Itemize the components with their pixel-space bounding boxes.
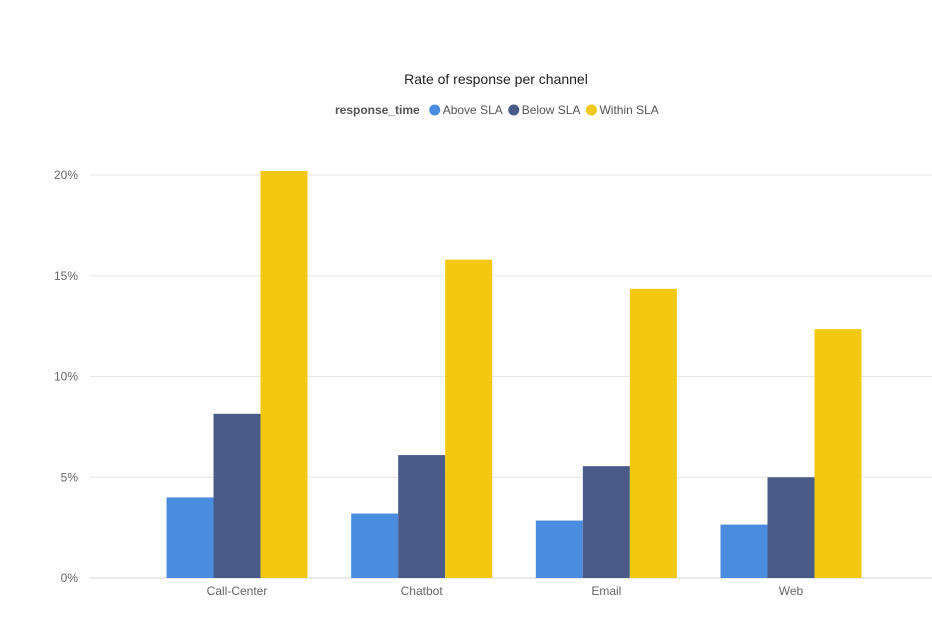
- legend: response_time Above SLA Below SLA Within S…: [335, 103, 659, 117]
- legend-item-above-sla[interactable]: Above SLA: [429, 103, 503, 117]
- bar-above-sla[interactable]: [720, 524, 768, 578]
- x-tick-label: Email: [591, 584, 621, 598]
- legend-swatch: [585, 104, 597, 116]
- y-axis: 0% 5% 10% 15% 20%: [54, 168, 78, 585]
- x-axis: Call-Center Chatbot Email Web: [207, 584, 804, 598]
- x-tick-label: Web: [779, 584, 804, 598]
- legend-swatch: [508, 104, 520, 116]
- bar-above-sla[interactable]: [351, 513, 399, 578]
- bar-below-sla[interactable]: [213, 413, 261, 578]
- legend-label: Above SLA: [443, 103, 503, 117]
- y-tick-label: 15%: [54, 269, 78, 283]
- x-tick-label: Chatbot: [401, 584, 444, 598]
- x-tick-label: Call-Center: [207, 584, 268, 598]
- legend-swatch: [429, 104, 441, 116]
- bars: [166, 170, 862, 578]
- y-tick-label: 20%: [54, 168, 78, 182]
- y-tick-label: 5%: [61, 470, 79, 484]
- bar-above-sla[interactable]: [166, 497, 214, 578]
- bar-below-sla[interactable]: [582, 466, 630, 578]
- chart-title: Rate of response per channel: [404, 71, 588, 87]
- bar-within-sla[interactable]: [814, 329, 862, 578]
- bar-above-sla[interactable]: [535, 520, 583, 578]
- legend-label: Within SLA: [599, 103, 658, 117]
- bar-within-sla[interactable]: [445, 259, 493, 578]
- bar-below-sla[interactable]: [767, 477, 815, 578]
- legend-item-within-sla[interactable]: Within SLA: [585, 103, 659, 117]
- y-tick-label: 0%: [61, 571, 79, 585]
- bar-within-sla[interactable]: [629, 288, 677, 578]
- legend-label: Below SLA: [522, 103, 581, 117]
- legend-item-below-sla[interactable]: Below SLA: [508, 103, 580, 117]
- y-tick-label: 10%: [54, 370, 78, 384]
- bar-below-sla[interactable]: [398, 455, 446, 578]
- legend-title: response_time: [335, 103, 420, 117]
- bar-within-sla[interactable]: [260, 170, 308, 578]
